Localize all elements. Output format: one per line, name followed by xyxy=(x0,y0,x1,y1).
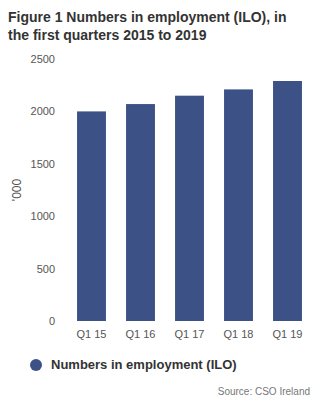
y-tick-label: 500 xyxy=(37,263,55,275)
chart-svg: Figure 1 Numbers in employment (ILO), in… xyxy=(0,0,320,400)
bar xyxy=(224,89,253,321)
y-axis-label: '000 xyxy=(10,179,24,202)
x-tick-label: Q1 16 xyxy=(126,328,156,340)
title-line: the first quarters 2015 to 2019 xyxy=(8,27,207,43)
y-tick-label: 0 xyxy=(49,315,55,327)
legend-marker xyxy=(30,359,42,371)
x-tick-label: Q1 19 xyxy=(273,328,303,340)
bars xyxy=(77,81,302,321)
bar xyxy=(126,104,155,321)
y-tick-label: 2000 xyxy=(31,105,55,117)
y-tick-label: 1000 xyxy=(31,210,55,222)
bar xyxy=(175,96,204,321)
x-tick-label: Q1 15 xyxy=(77,328,107,340)
legend-label: Numbers in employment (ILO) xyxy=(51,357,237,372)
bar xyxy=(77,111,106,321)
title-line: Figure 1 Numbers in employment (ILO), in xyxy=(8,9,286,25)
x-tick-label: Q1 18 xyxy=(224,328,254,340)
chart-container: Figure 1 Numbers in employment (ILO), in… xyxy=(0,0,320,400)
y-tick-label: 2500 xyxy=(31,53,55,65)
source-note: Source: CSO Ireland xyxy=(218,386,310,397)
y-tick-label: 1500 xyxy=(31,158,55,170)
bar xyxy=(273,81,302,321)
title: Figure 1 Numbers in employment (ILO), in… xyxy=(8,9,286,43)
x-tick-label: Q1 17 xyxy=(175,328,205,340)
